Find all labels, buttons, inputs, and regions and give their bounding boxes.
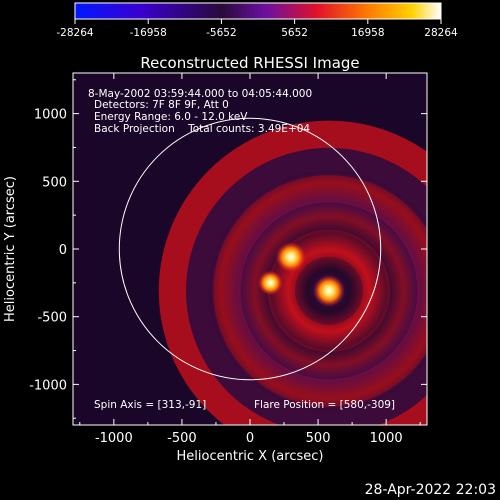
y-axis-ticks: -1000 -500 0 500 1000	[29, 79, 427, 419]
x-tick-label: -500	[167, 431, 197, 446]
x-axis-ticks: -1000 -500 0 500 1000	[79, 73, 421, 446]
heatmap-image	[73, 73, 427, 425]
y-tick-label: 1000	[34, 108, 67, 123]
flare-source	[275, 241, 307, 273]
colorbar-tick-label: -16958	[130, 27, 167, 39]
y-tick-label: 500	[42, 175, 67, 190]
x-tick-label: 500	[306, 431, 331, 446]
colorbar-tick-label: 5652	[281, 27, 308, 39]
info-block: 8-May-2002 03:59:44.000 to 04:05:44.000 …	[88, 88, 312, 135]
x-axis-label: Heliocentric X (arcsec)	[177, 449, 324, 464]
flare-source	[312, 274, 345, 307]
y-axis-label: Heliocentric Y (arcsec)	[3, 176, 18, 322]
flare-position-label: Flare Position = [580,-309]	[254, 399, 395, 411]
info-line-energy: Energy Range: 6.0 - 12.0 keV	[94, 111, 248, 123]
x-tick-label: 1000	[370, 431, 403, 446]
x-tick-label: -1000	[95, 431, 133, 446]
colorbar-tick-label: 16958	[351, 27, 384, 39]
info-line-time: 8-May-2002 03:59:44.000 to 04:05:44.000	[88, 88, 312, 100]
colorbar-tick-label: 28264	[424, 27, 458, 39]
colorbar-tick-label: -5652	[206, 27, 237, 39]
flare-source	[258, 270, 283, 296]
info-line-detectors: Detectors: 7F 8F 9F, Att 0	[94, 99, 229, 111]
y-tick-label: -500	[37, 311, 67, 326]
info-line-method: Back Projection Total counts: 3.49E+04	[94, 123, 310, 135]
colorbar-tick-label: -28264	[56, 27, 94, 39]
x-tick-label: 0	[246, 431, 254, 446]
flare-sources	[258, 241, 345, 307]
y-tick-label: -1000	[29, 378, 67, 393]
colorbar-ticks: -28264 -16958 -5652 5652 16958 28264	[56, 19, 458, 39]
chart-title: Reconstructed RHESSI Image	[140, 54, 359, 72]
colorbar	[74, 2, 442, 20]
footer-timestamp: 28-Apr-2022 22:03	[365, 482, 496, 498]
solar-limb-circle	[118, 117, 382, 381]
spin-axis-label: Spin Axis = [313,-91]	[94, 399, 206, 411]
y-tick-label: 0	[59, 243, 67, 258]
